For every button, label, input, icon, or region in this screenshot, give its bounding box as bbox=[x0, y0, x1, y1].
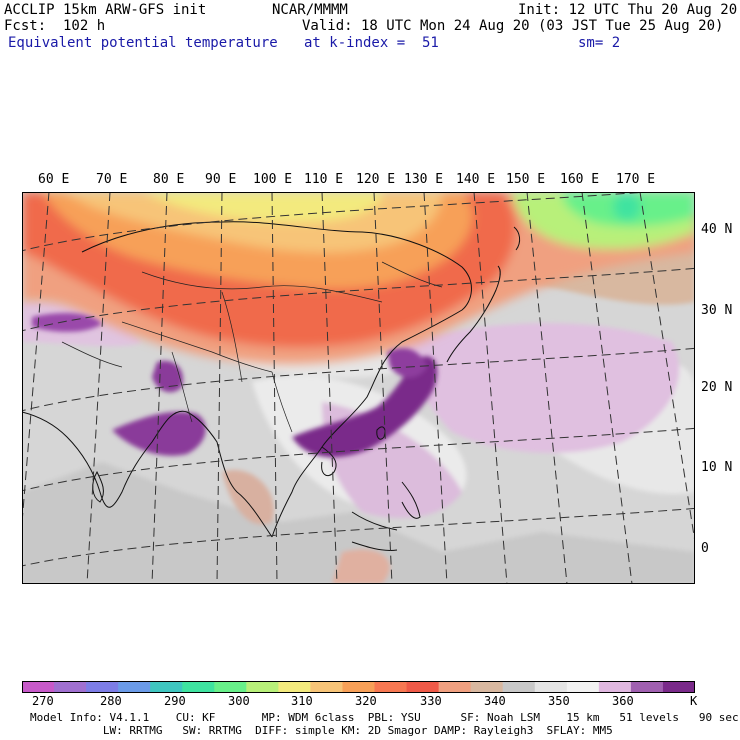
colorbar-label-350: 350 bbox=[548, 694, 570, 708]
model-info-line-1: Model Info: V4.1.1 CU: KF MP: WDM 6class… bbox=[30, 711, 739, 724]
lon-label-140e: 140 E bbox=[456, 172, 496, 187]
lat-label-10n: 10 N bbox=[701, 460, 733, 475]
colorbar-label-320: 320 bbox=[355, 694, 377, 708]
colorbar-cell bbox=[278, 681, 311, 693]
colorbar-cell bbox=[534, 681, 568, 693]
colorbar-cell bbox=[374, 681, 408, 693]
colorbar bbox=[22, 681, 695, 693]
lon-label-170e: 170 E bbox=[616, 172, 656, 187]
colorbar-label-360: 360 bbox=[612, 694, 634, 708]
valid-time: Valid: 18 UTC Mon 24 Aug 20 (03 JST Tue … bbox=[302, 18, 724, 34]
colorbar-cell bbox=[630, 681, 664, 693]
lon-label-60e: 60 E bbox=[38, 172, 70, 187]
colorbar-frame bbox=[22, 681, 695, 693]
colorbar-cell bbox=[214, 681, 247, 693]
colorbar-cell bbox=[310, 681, 343, 693]
lon-label-100e: 100 E bbox=[253, 172, 293, 187]
country-borders bbox=[61, 261, 443, 433]
colorbar-label-290: 290 bbox=[164, 694, 186, 708]
init-time: Init: 12 UTC Thu 20 Aug 20 bbox=[518, 2, 738, 18]
lon-label-90e: 90 E bbox=[205, 172, 237, 187]
lon-label-130e: 130 E bbox=[404, 172, 444, 187]
coastlines bbox=[22, 221, 521, 551]
lon-label-150e: 150 E bbox=[506, 172, 546, 187]
colorbar-label-280: 280 bbox=[100, 694, 122, 708]
colorbar-cell bbox=[54, 681, 87, 693]
center-label: NCAR/MMMM bbox=[272, 2, 348, 18]
colorbar-cell bbox=[662, 681, 695, 693]
model-info-line-2: LW: RRTMG SW: RRTMG DIFF: simple KM: 2D … bbox=[30, 724, 613, 737]
colorbar-cell bbox=[22, 681, 55, 693]
colorbar-unit: K bbox=[690, 694, 698, 708]
level-info: at k-index = 51 bbox=[304, 35, 439, 51]
colorbar-cell bbox=[470, 681, 504, 693]
map-frame bbox=[22, 192, 695, 584]
colorbar-label-310: 310 bbox=[291, 694, 313, 708]
smoothing-info: sm= 2 bbox=[578, 35, 621, 51]
lat-label-20n: 20 N bbox=[701, 380, 733, 395]
lon-label-160e: 160 E bbox=[560, 172, 600, 187]
lat-label-equator: 0 bbox=[701, 541, 709, 556]
colorbar-cell bbox=[502, 681, 536, 693]
colorbar-cell bbox=[86, 681, 119, 693]
colorbar-cell bbox=[246, 681, 279, 693]
colorbar-label-340: 340 bbox=[484, 694, 506, 708]
lat-label-40n: 40 N bbox=[701, 222, 733, 237]
colorbar-label-300: 300 bbox=[228, 694, 250, 708]
lat-label-30n: 30 N bbox=[701, 303, 733, 318]
colorbar-cell bbox=[150, 681, 183, 693]
colorbar-label-270: 270 bbox=[32, 694, 54, 708]
lon-label-80e: 80 E bbox=[153, 172, 185, 187]
colorbar-cell bbox=[342, 681, 376, 693]
colorbar-cell bbox=[182, 681, 215, 693]
graticule bbox=[22, 192, 695, 584]
field-high-theta-e bbox=[32, 312, 438, 458]
lon-label-70e: 70 E bbox=[96, 172, 128, 187]
colorbar-cell bbox=[598, 681, 632, 693]
field-name: Equivalent potential temperature bbox=[8, 35, 278, 51]
lon-label-110e: 110 E bbox=[304, 172, 344, 187]
model-title: ACCLIP 15km ARW-GFS init bbox=[4, 2, 207, 18]
lon-label-120e: 120 E bbox=[356, 172, 396, 187]
forecast-hour: Fcst: 102 h bbox=[4, 18, 106, 34]
colorbar-label-330: 330 bbox=[420, 694, 442, 708]
colorbar-cell bbox=[438, 681, 472, 693]
theta-e-map bbox=[22, 192, 695, 584]
colorbar-cell bbox=[566, 681, 600, 693]
colorbar-cell bbox=[118, 681, 151, 693]
colorbar-cell bbox=[406, 681, 440, 693]
